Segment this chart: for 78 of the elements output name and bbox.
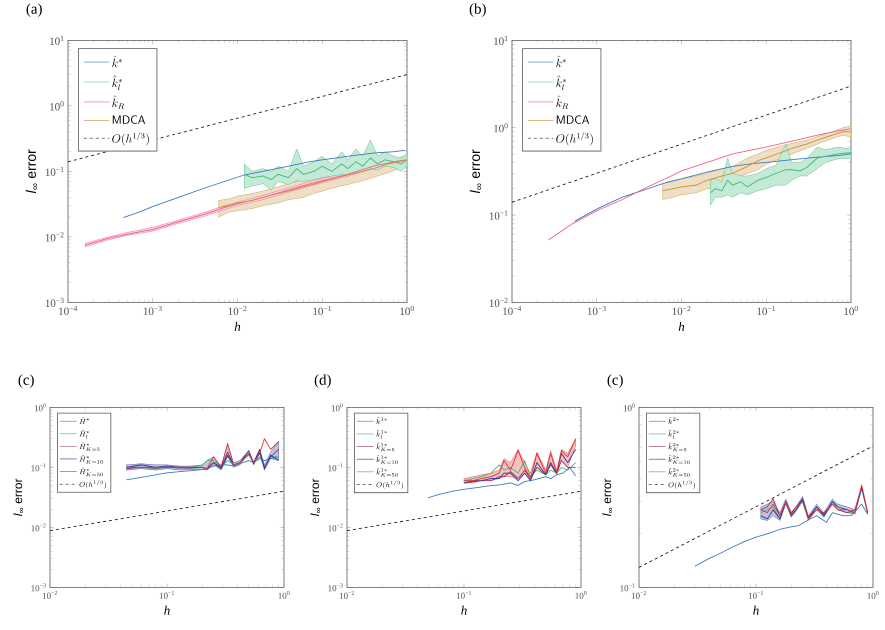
y-tick-label: 10$^{0}$ — [494, 122, 508, 132]
x-tick-label: 10$^{−1}$ — [456, 590, 472, 599]
x-axis-title: h — [164, 605, 170, 614]
x-tick-label: 10$^{−4}$ — [59, 306, 78, 315]
y-tick-label: 10$^{−2}$ — [328, 523, 343, 532]
y-tick-label: 10$^{−1}$ — [328, 463, 343, 472]
y-axis-title: l$_{∞}$ error — [13, 478, 24, 516]
legend-label: $\hat{H}^{*}_{K=10}$ — [79, 454, 104, 464]
legend-label: $\hat{k}^{1*}_{K=50}$ — [376, 468, 398, 476]
chart-title: (d) — [314, 374, 331, 388]
legend-label: $\hat{k}_{R}$ — [112, 95, 124, 109]
y-tick-label: 10$^{−3}$ — [328, 583, 343, 592]
chart-title: (a) — [26, 3, 42, 17]
legend-label: $\hat{k}^{1*}$ — [376, 416, 387, 424]
legend-label: $\hat{H}^{*}_{l}$ — [79, 430, 90, 438]
x-axis-title: h — [234, 322, 240, 331]
legend-label: $\hat{H}^{*}_{K=5}$ — [79, 442, 100, 451]
y-tick-label: 10$^{−1}$ — [46, 166, 64, 176]
y-tick-label: 10$^{0}$ — [50, 101, 64, 110]
legend-label: $\hat{k}^{1*}_{K=5}$ — [376, 442, 394, 452]
legend-label: $O(h^{1/3})$ — [79, 480, 106, 488]
legend-label: $\hat{k}^{*}_{l}$ — [556, 75, 566, 90]
x-tick-label: 10$^{−3}$ — [144, 306, 162, 315]
chart-title: (c) — [18, 374, 34, 388]
legend-label: $\hat{k}^{2*}$ — [668, 416, 679, 424]
x-tick-label: 10$^{−1}$ — [748, 590, 764, 599]
legend-label: $\mathsf{MDCA}$ — [556, 115, 590, 124]
y-tick-label: 10$^{−1}$ — [490, 210, 508, 220]
y-tick-label: 10$^{−2}$ — [490, 298, 508, 307]
legend-label: $\mathsf{MDCA}$ — [112, 115, 146, 124]
x-tick-label: 10$^{−2}$ — [632, 590, 646, 599]
legend-label: $O(h^{1/3})$ — [668, 480, 696, 489]
y-tick-label: 10$^{0}$ — [332, 403, 343, 412]
x-tick-label: 10$^{0}$ — [868, 590, 879, 599]
chart-title: (b) — [470, 3, 486, 17]
x-tick-label: 10$^{−2}$ — [228, 306, 246, 315]
x-tick-label: 10$^{−3}$ — [588, 306, 606, 315]
y-axis-title: l$_{∞}$ error — [310, 478, 320, 516]
y-axis-title: l$_{∞}$ error — [26, 149, 38, 194]
legend-label: $\hat{k}^{*}$ — [556, 55, 566, 67]
y-tick-label: 10$^{−3}$ — [46, 298, 64, 307]
legend-label: $\hat{k}^{*}$ — [112, 55, 122, 68]
legend-label: $\hat{k}^{2*}_{l}$ — [668, 430, 679, 438]
y-tick-label: 10$^{−2}$ — [31, 523, 46, 532]
y-tick-label: 10$^{−1}$ — [31, 463, 46, 472]
x-axis-title: h — [753, 605, 759, 614]
x-tick-label: 10$^{−4}$ — [503, 306, 522, 315]
legend-label: $\hat{H}^{*}_{K=50}$ — [79, 467, 104, 476]
x-axis-title: h — [461, 605, 467, 614]
legend-label: $\hat{H}^{*}$ — [79, 416, 90, 424]
x-tick-label: 10$^{0}$ — [278, 590, 290, 599]
legend-label: $\hat{k}^{1*}_{l}$ — [376, 430, 387, 438]
x-tick-label: 10$^{−2}$ — [672, 306, 690, 315]
y-tick-label: 10$^{1}$ — [494, 36, 508, 45]
y-tick-label: 10$^{1}$ — [50, 36, 64, 45]
legend-label: $\hat{k}^{*}_{l}$ — [112, 75, 122, 90]
x-tick-label: 10$^{−2}$ — [340, 590, 354, 599]
x-tick-label: 10$^{0}$ — [844, 306, 858, 315]
legend-label: $\hat{k}_{R}$ — [556, 95, 568, 109]
x-tick-label: 10$^{−1}$ — [160, 590, 174, 599]
y-axis-title: l$_{∞}$ error — [470, 149, 482, 194]
y-tick-label: 10$^{−2}$ — [46, 232, 64, 242]
legend-label: $O(h^{1/3})$ — [376, 480, 404, 489]
legend-label: $O(h^{1/3})$ — [556, 132, 593, 146]
legend-label: $\hat{k}^{2*}_{K=10}$ — [668, 454, 690, 464]
y-tick-label: 10$^{0}$ — [34, 403, 46, 412]
x-tick-label: 10$^{0}$ — [400, 306, 414, 315]
x-axis-title: h — [678, 322, 684, 331]
x-tick-label: 10$^{−1}$ — [757, 306, 776, 315]
x-tick-label: 10$^{0}$ — [576, 590, 587, 599]
legend-label: $\hat{k}^{1*}_{K=10}$ — [376, 454, 398, 464]
chart-title: (c) — [608, 374, 623, 388]
legend-label: $\hat{k}^{2*}_{K=5}$ — [668, 442, 686, 452]
legend-label: $O(h^{1/3})$ — [112, 132, 149, 146]
y-tick-label: 10$^{−3}$ — [31, 583, 46, 592]
y-axis-title: l$_{∞}$ error — [602, 478, 612, 516]
x-tick-label: 10$^{−1}$ — [313, 306, 332, 315]
legend-label: $\hat{k}^{2*}_{K=50}$ — [668, 468, 690, 476]
